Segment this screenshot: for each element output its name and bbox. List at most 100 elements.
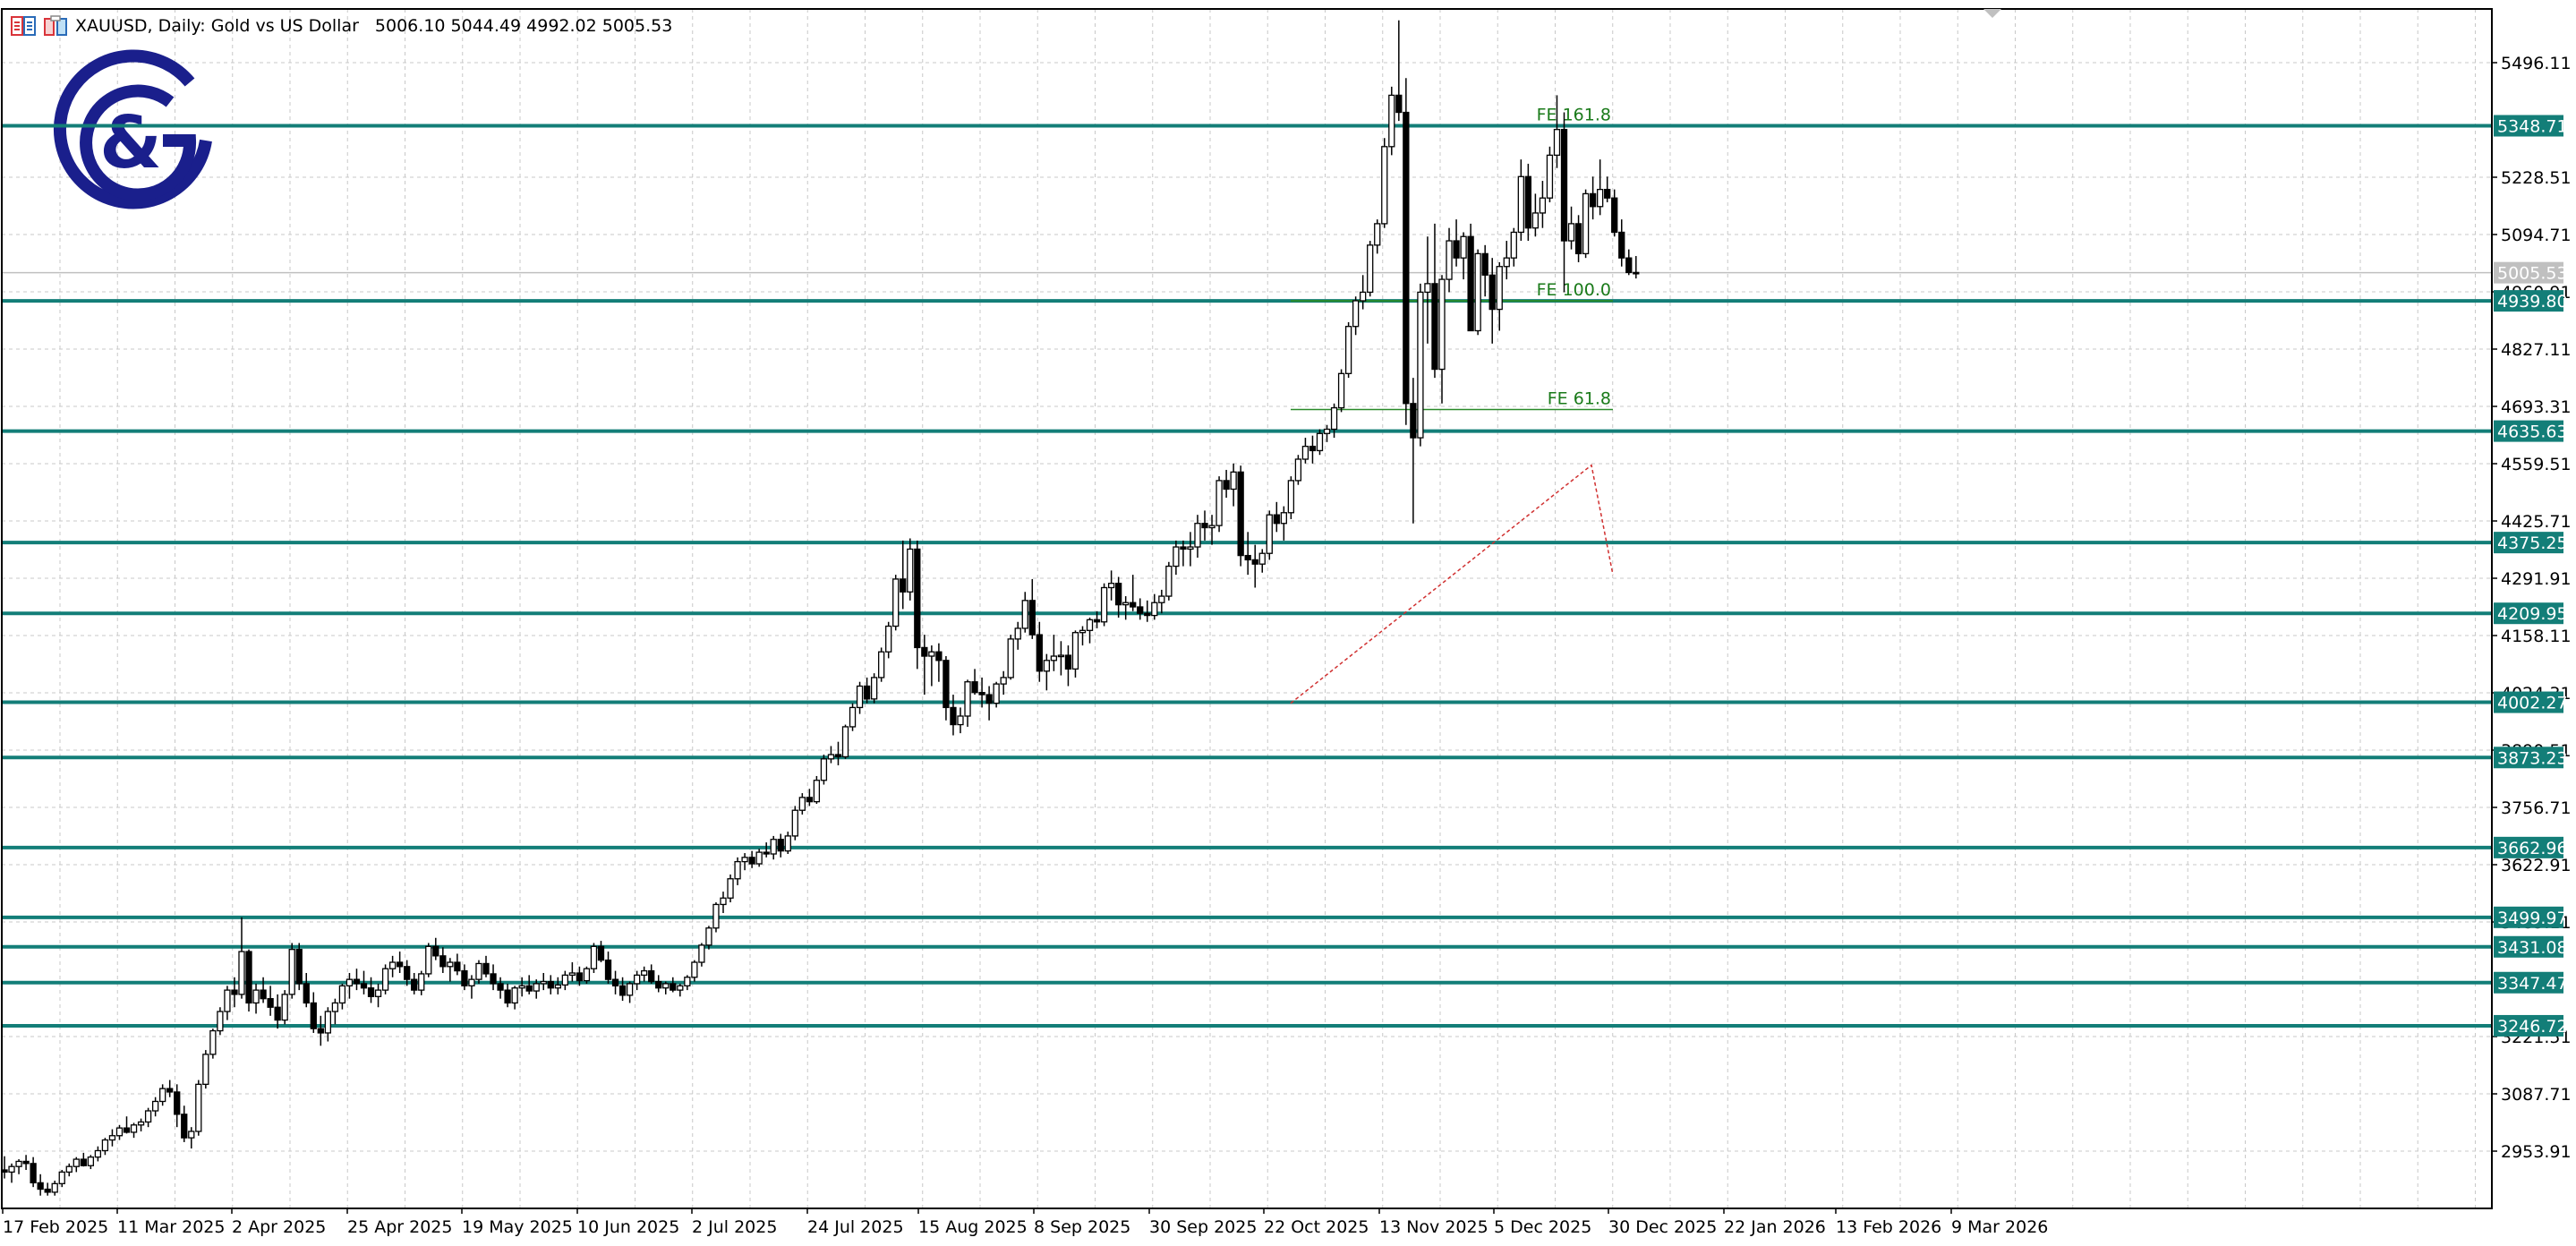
candle (1604, 188, 1611, 199)
candle (217, 1011, 224, 1032)
candle (482, 962, 490, 975)
candle (388, 961, 397, 969)
candle (878, 651, 885, 678)
candle (202, 1054, 209, 1086)
candle (1194, 523, 1201, 548)
candle (856, 685, 864, 709)
candle (1323, 428, 1331, 434)
candle (454, 961, 461, 972)
candle (1079, 629, 1087, 634)
y-tick-label: 4693.31 (2501, 397, 2572, 417)
y-tick-label: 3087.71 (2501, 1085, 2572, 1105)
price-tag-text: 3431.08 (2497, 938, 2568, 958)
candle (1625, 257, 1633, 274)
support-resistance-levels[interactable] (2, 124, 2492, 1028)
candle (115, 1127, 124, 1137)
candle (396, 961, 404, 968)
ohlc-values: 5006.10 5044.49 4992.02 5005.53 (374, 16, 673, 36)
price-tag (2494, 290, 2563, 312)
indicator-list-icon[interactable] (11, 15, 36, 37)
price-tag-text: 4002.27 (2497, 694, 2568, 713)
candle (1028, 600, 1036, 636)
candle (181, 1114, 188, 1139)
candle (1165, 565, 1173, 597)
candle (1524, 175, 1532, 229)
candle (1337, 372, 1345, 409)
chart-template-icon[interactable] (43, 15, 68, 37)
candle (1294, 458, 1302, 482)
candle (123, 1127, 131, 1133)
candle (151, 1100, 159, 1112)
price-tag-text: 4635.63 (2497, 422, 2568, 442)
candle (58, 1171, 65, 1184)
candle (231, 989, 238, 995)
candle (37, 1182, 44, 1191)
candle (928, 651, 935, 657)
candle (461, 969, 468, 986)
x-tick-label: 8 Sep 2025 (1034, 1217, 1130, 1237)
price-tag (2494, 602, 2563, 625)
x-tick-label: 25 Apr 2025 (347, 1217, 452, 1237)
candle (1431, 283, 1438, 371)
price-axis-labels: 5005.53 5348.71 4939.80 4635.63 4375.25 4209.… (2494, 115, 2568, 1037)
candle (1582, 192, 1590, 255)
candle (374, 989, 382, 997)
candle (784, 835, 791, 852)
candle (1360, 291, 1367, 302)
candle (583, 968, 591, 982)
candle (677, 985, 684, 991)
candle (331, 1002, 339, 1012)
y-tick-label: 3756.71 (2501, 798, 2572, 818)
fibonacci-expansion[interactable]: FE 161.8 FE 100.0 FE 61.8 (1291, 106, 1613, 411)
candle (1021, 600, 1028, 629)
x-tick-label: 17 Feb 2025 (3, 1217, 108, 1237)
x-tick-label: 10 Jun 2025 (577, 1217, 679, 1237)
candle (1481, 252, 1488, 276)
candle (540, 980, 547, 985)
candle (870, 677, 878, 700)
candle (353, 978, 361, 985)
candle (137, 1121, 145, 1126)
chart-shift-marker-icon[interactable] (1983, 9, 2001, 18)
candle (1567, 223, 1575, 242)
x-tick-label: 9 Mar 2026 (1951, 1217, 2048, 1237)
candle (900, 578, 907, 593)
price-tag-text: 3662.96 (2497, 839, 2568, 858)
candle (533, 983, 540, 992)
candle (1014, 627, 1021, 640)
candle (618, 985, 627, 996)
x-tick-label: 24 Jul 2025 (807, 1217, 904, 1237)
plot-frame (1, 8, 2493, 1209)
candle (432, 945, 439, 957)
candle (1093, 619, 1101, 623)
candle (777, 839, 784, 852)
candle (748, 857, 755, 865)
candle (497, 983, 504, 991)
candle (670, 983, 677, 991)
candle (741, 857, 748, 863)
trend-line[interactable] (1290, 464, 1614, 704)
candle (447, 961, 454, 968)
candle (8, 1165, 15, 1173)
candle (849, 706, 857, 728)
candle (267, 998, 274, 1008)
x-tick-label: 2 Jul 2025 (692, 1217, 777, 1237)
candle (1064, 654, 1072, 670)
candle (1071, 632, 1079, 670)
candle (1100, 586, 1108, 623)
candle (1273, 514, 1280, 525)
candle (1043, 660, 1050, 672)
candle (1237, 471, 1244, 557)
candle (195, 1083, 202, 1132)
candle (1330, 406, 1338, 431)
candle (863, 685, 871, 700)
candle (841, 726, 849, 758)
y-tick-label: 2953.91 (2501, 1142, 2572, 1162)
candle (166, 1088, 174, 1093)
candle (324, 1011, 332, 1034)
price-tag-text: 3246.72 (2497, 1017, 2568, 1037)
candle (174, 1091, 181, 1115)
trend-lines[interactable] (1290, 464, 1614, 704)
